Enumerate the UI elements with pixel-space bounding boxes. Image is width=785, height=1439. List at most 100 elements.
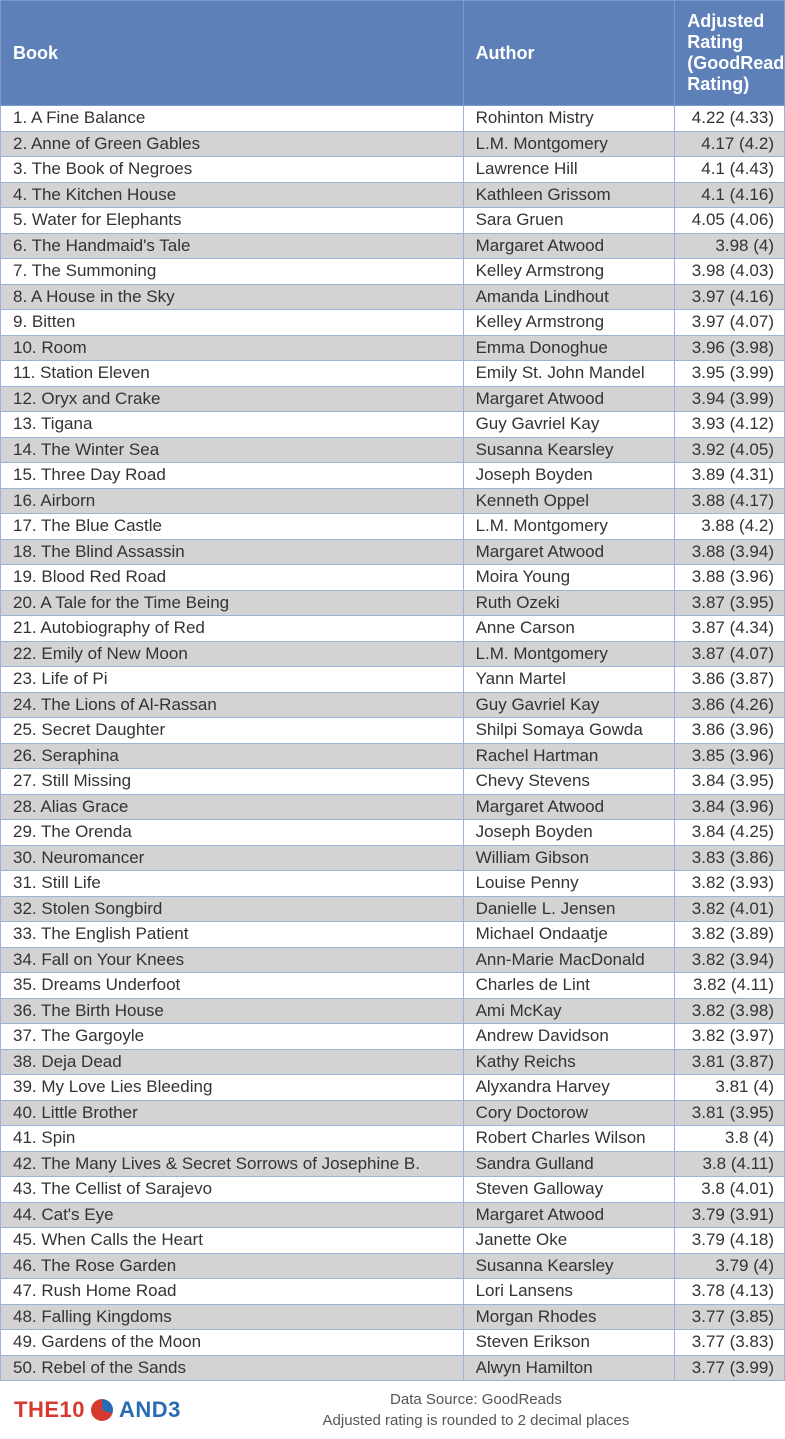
cell-book: 23. Life of Pi (1, 667, 464, 693)
cell-rating: 3.84 (4.25) (675, 820, 785, 846)
cell-author: Lawrence Hill (463, 157, 675, 183)
cell-author: Janette Oke (463, 1228, 675, 1254)
cell-rating: 3.98 (4) (675, 233, 785, 259)
table-row: 30. NeuromancerWilliam Gibson3.83 (3.86) (1, 845, 785, 871)
table-row: 20. A Tale for the Time BeingRuth Ozeki3… (1, 590, 785, 616)
cell-author: Kenneth Oppel (463, 488, 675, 514)
cell-book: 2. Anne of Green Gables (1, 131, 464, 157)
cell-author: William Gibson (463, 845, 675, 871)
cell-rating: 3.82 (3.97) (675, 1024, 785, 1050)
cell-rating: 3.79 (3.91) (675, 1202, 785, 1228)
table-row: 19. Blood Red RoadMoira Young3.88 (3.96) (1, 565, 785, 591)
cell-rating: 3.85 (3.96) (675, 743, 785, 769)
cell-rating: 3.81 (3.87) (675, 1049, 785, 1075)
table-row: 47. Rush Home RoadLori Lansens3.78 (4.13… (1, 1279, 785, 1305)
cell-book: 16. Airborn (1, 488, 464, 514)
cell-book: 3. The Book of Negroes (1, 157, 464, 183)
cell-book: 22. Emily of New Moon (1, 641, 464, 667)
cell-rating: 3.88 (3.94) (675, 539, 785, 565)
cell-rating: 3.81 (4) (675, 1075, 785, 1101)
cell-book: 46. The Rose Garden (1, 1253, 464, 1279)
cell-book: 10. Room (1, 335, 464, 361)
cell-author: Kathleen Grissom (463, 182, 675, 208)
cell-book: 29. The Orenda (1, 820, 464, 846)
cell-rating: 4.1 (4.43) (675, 157, 785, 183)
table-row: 36. The Birth HouseAmi McKay3.82 (3.98) (1, 998, 785, 1024)
cell-author: Yann Martel (463, 667, 675, 693)
cell-rating: 3.98 (4.03) (675, 259, 785, 285)
cell-rating: 3.82 (3.93) (675, 871, 785, 897)
table-row: 23. Life of PiYann Martel3.86 (3.87) (1, 667, 785, 693)
cell-book: 20. A Tale for the Time Being (1, 590, 464, 616)
cell-book: 48. Falling Kingdoms (1, 1304, 464, 1330)
table-row: 5. Water for ElephantsSara Gruen4.05 (4.… (1, 208, 785, 234)
cell-author: Joseph Boyden (463, 463, 675, 489)
logo: THE10 AND3 (14, 1397, 181, 1423)
cell-rating: 4.05 (4.06) (675, 208, 785, 234)
cell-author: Steven Erikson (463, 1330, 675, 1356)
books-table: Book Author Adjusted Rating (GoodReads R… (0, 0, 785, 1381)
col-author: Author (463, 1, 675, 106)
cell-book: 1. A Fine Balance (1, 106, 464, 132)
table-row: 48. Falling KingdomsMorgan Rhodes3.77 (3… (1, 1304, 785, 1330)
cell-rating: 3.89 (4.31) (675, 463, 785, 489)
cell-author: Kathy Reichs (463, 1049, 675, 1075)
cell-rating: 3.84 (3.95) (675, 769, 785, 795)
cell-book: 38. Deja Dead (1, 1049, 464, 1075)
cell-book: 19. Blood Red Road (1, 565, 464, 591)
table-row: 11. Station ElevenEmily St. John Mandel3… (1, 361, 785, 387)
cell-book: 28. Alias Grace (1, 794, 464, 820)
cell-book: 41. Spin (1, 1126, 464, 1152)
table-row: 38. Deja DeadKathy Reichs3.81 (3.87) (1, 1049, 785, 1075)
table-row: 34. Fall on Your KneesAnn-Marie MacDonal… (1, 947, 785, 973)
cell-book: 5. Water for Elephants (1, 208, 464, 234)
table-row: 15. Three Day RoadJoseph Boyden3.89 (4.3… (1, 463, 785, 489)
table-row: 26. SeraphinaRachel Hartman3.85 (3.96) (1, 743, 785, 769)
cell-author: Margaret Atwood (463, 539, 675, 565)
cell-rating: 3.97 (4.16) (675, 284, 785, 310)
table-row: 33. The English PatientMichael Ondaatje3… (1, 922, 785, 948)
table-row: 39. My Love Lies BleedingAlyxandra Harve… (1, 1075, 785, 1101)
table-row: 37. The GargoyleAndrew Davidson3.82 (3.9… (1, 1024, 785, 1050)
cell-rating: 3.88 (4.17) (675, 488, 785, 514)
cell-book: 8. A House in the Sky (1, 284, 464, 310)
cell-book: 4. The Kitchen House (1, 182, 464, 208)
cell-rating: 3.81 (3.95) (675, 1100, 785, 1126)
table-row: 18. The Blind AssassinMargaret Atwood3.8… (1, 539, 785, 565)
table-row: 21. Autobiography of RedAnne Carson3.87 … (1, 616, 785, 642)
cell-rating: 3.78 (4.13) (675, 1279, 785, 1305)
table-row: 4. The Kitchen HouseKathleen Grissom4.1 … (1, 182, 785, 208)
logo-the10: THE10 (14, 1397, 85, 1423)
table-row: 6. The Handmaid's TaleMargaret Atwood3.9… (1, 233, 785, 259)
table-row: 41. SpinRobert Charles Wilson3.8 (4) (1, 1126, 785, 1152)
table-row: 42. The Many Lives & Secret Sorrows of J… (1, 1151, 785, 1177)
cell-author: Margaret Atwood (463, 1202, 675, 1228)
cell-author: Guy Gavriel Kay (463, 412, 675, 438)
footnote-source: Data Source: GoodReads (181, 1389, 771, 1410)
cell-book: 11. Station Eleven (1, 361, 464, 387)
table-row: 1. A Fine BalanceRohinton Mistry4.22 (4.… (1, 106, 785, 132)
cell-author: Shilpi Somaya Gowda (463, 718, 675, 744)
cell-book: 44. Cat's Eye (1, 1202, 464, 1228)
cell-rating: 3.82 (4.11) (675, 973, 785, 999)
cell-rating: 3.77 (3.83) (675, 1330, 785, 1356)
cell-book: 15. Three Day Road (1, 463, 464, 489)
cell-author: L.M. Montgomery (463, 514, 675, 540)
col-book: Book (1, 1, 464, 106)
cell-author: Cory Doctorow (463, 1100, 675, 1126)
table-row: 17. The Blue CastleL.M. Montgomery3.88 (… (1, 514, 785, 540)
table-header: Book Author Adjusted Rating (GoodReads R… (1, 1, 785, 106)
cell-author: Robert Charles Wilson (463, 1126, 675, 1152)
table-row: 24. The Lions of Al-RassanGuy Gavriel Ka… (1, 692, 785, 718)
cell-rating: 3.93 (4.12) (675, 412, 785, 438)
cell-rating: 3.87 (3.95) (675, 590, 785, 616)
table-row: 12. Oryx and CrakeMargaret Atwood3.94 (3… (1, 386, 785, 412)
cell-book: 12. Oryx and Crake (1, 386, 464, 412)
cell-book: 34. Fall on Your Knees (1, 947, 464, 973)
cell-author: Susanna Kearsley (463, 437, 675, 463)
table-row: 25. Secret DaughterShilpi Somaya Gowda3.… (1, 718, 785, 744)
table-row: 14. The Winter SeaSusanna Kearsley3.92 (… (1, 437, 785, 463)
table-row: 40. Little BrotherCory Doctorow3.81 (3.9… (1, 1100, 785, 1126)
cell-author: Charles de Lint (463, 973, 675, 999)
books-table-wrapper: Book Author Adjusted Rating (GoodReads R… (0, 0, 785, 1381)
